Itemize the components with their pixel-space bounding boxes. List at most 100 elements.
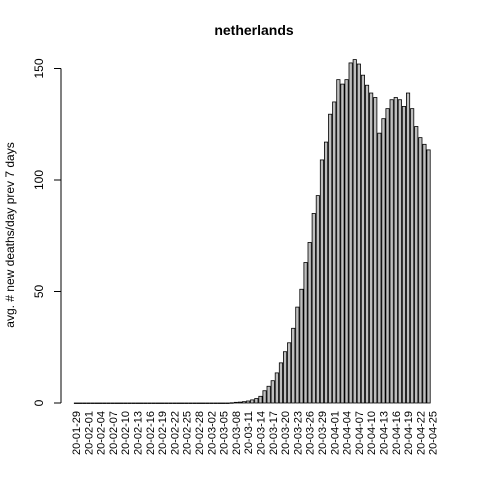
x-tick-label: 20-04-01 [329, 411, 341, 455]
bar [377, 132, 382, 404]
bar [348, 62, 353, 404]
x-tick-label: 20-02-01 [83, 411, 95, 455]
bar [369, 92, 374, 404]
bar [114, 402, 120, 404]
bar [319, 159, 324, 404]
bar [303, 262, 308, 404]
bar [176, 402, 181, 404]
bar [131, 402, 136, 404]
bar [250, 399, 255, 404]
y-tick-label: 0 [32, 399, 46, 406]
bar [307, 242, 312, 404]
bar [422, 143, 427, 404]
bar [418, 137, 423, 404]
bar [151, 402, 156, 404]
bar [266, 385, 271, 404]
bars [73, 59, 431, 404]
bar [328, 113, 333, 404]
bar [159, 402, 165, 404]
bar [254, 398, 259, 404]
bar [389, 99, 394, 404]
bar [123, 402, 128, 404]
bar [295, 306, 300, 404]
bar [229, 402, 234, 404]
bar [86, 402, 91, 404]
bar [373, 97, 378, 404]
x-tick-label: 20-03-23 [292, 411, 304, 455]
bar [352, 59, 357, 404]
bar [217, 402, 222, 404]
bar [127, 402, 132, 404]
bar [119, 402, 124, 404]
bar [184, 402, 189, 404]
x-tick-label: 20-04-22 [415, 411, 427, 455]
x-tick-label: 20-03-11 [243, 411, 255, 454]
bar [274, 372, 279, 404]
bar [106, 402, 111, 404]
bar [188, 402, 193, 404]
bar [164, 402, 169, 404]
x-tick-label: 20-01-29 [71, 411, 83, 455]
x-tick-label: 20-03-05 [219, 411, 231, 455]
x-axis-tick-labels: 20-01-29 20-02-01 20-02-04 20-02-07 20-02-10… [71, 411, 440, 455]
bar [200, 402, 206, 404]
x-tick-label: 20-03-08 [231, 411, 243, 455]
bar [73, 402, 79, 404]
y-tick-label: 150 [32, 58, 46, 78]
x-tick-label: 20-02-04 [96, 411, 108, 455]
x-tick-label: 20-03-02 [206, 411, 218, 455]
bar [385, 108, 390, 404]
bar [299, 288, 304, 404]
bar [360, 74, 365, 404]
bar [410, 108, 415, 404]
chart-title: netherlands [214, 22, 294, 38]
x-tick-label: 20-02-28 [194, 411, 206, 455]
bar [98, 402, 103, 404]
bar [340, 83, 345, 404]
x-tick-label: 20-04-10 [366, 411, 378, 455]
bar [94, 402, 99, 404]
bar [282, 351, 288, 404]
x-tick-label: 20-03-17 [268, 411, 280, 455]
bar [332, 101, 337, 404]
x-tick-label: 20-03-26 [305, 411, 317, 455]
bar [336, 79, 341, 404]
bar [168, 402, 173, 404]
x-tick-label: 20-02-13 [132, 411, 144, 455]
y-axis-ticks: 0 50 100 150 [32, 58, 61, 406]
bar [90, 402, 95, 404]
bar [311, 213, 316, 404]
x-tick-label: 20-02-07 [108, 411, 120, 455]
bar [246, 400, 251, 404]
bar [291, 327, 296, 404]
bar [405, 92, 411, 404]
x-tick-label: 20-02-10 [120, 411, 132, 455]
x-tick-label: 20-02-22 [169, 411, 181, 455]
bar [172, 402, 177, 404]
bar [209, 402, 214, 404]
x-tick-label: 20-04-16 [391, 411, 403, 455]
x-tick-label: 20-02-16 [145, 411, 157, 455]
bar [401, 106, 406, 404]
y-tick-label: 100 [32, 170, 46, 190]
bar [155, 402, 161, 404]
bar [205, 402, 210, 404]
bar [110, 402, 115, 404]
x-tick-label: 20-02-19 [157, 411, 169, 455]
bar [414, 126, 419, 404]
bar [356, 63, 361, 404]
x-tick-label: 20-03-29 [317, 411, 329, 455]
x-tick-label: 20-03-20 [280, 411, 292, 455]
bar [241, 401, 247, 404]
bar [192, 402, 197, 404]
bar [221, 402, 226, 404]
bar [78, 402, 83, 404]
bar [270, 380, 275, 404]
bar [393, 97, 398, 404]
bar [278, 362, 283, 404]
bar [426, 149, 431, 404]
bar [287, 342, 292, 404]
bar [196, 402, 202, 404]
bar [147, 402, 152, 404]
